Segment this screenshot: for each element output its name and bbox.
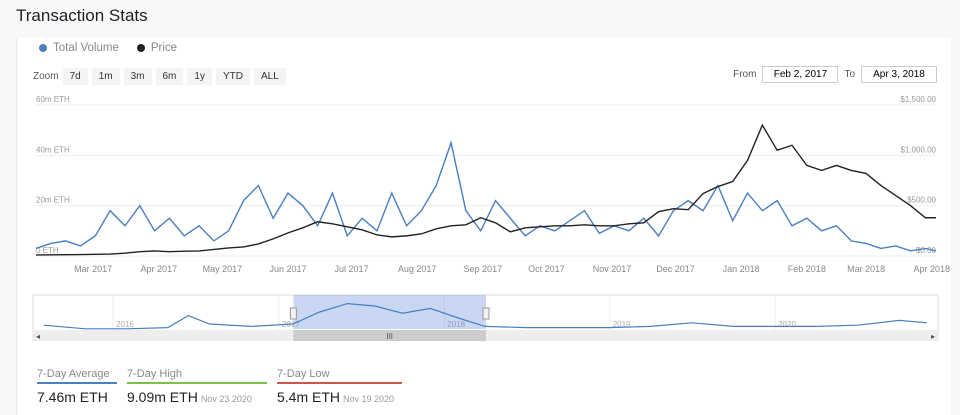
legend-label: Price <box>150 42 178 54</box>
zoom-1m-button[interactable]: 1m <box>91 68 120 85</box>
x-axis-tick: Nov 2017 <box>593 264 632 274</box>
x-axis-tick: May 2017 <box>203 264 243 274</box>
series-line-price <box>35 123 936 256</box>
circle-icon <box>39 43 47 52</box>
x-axis-tick: Mar 2017 <box>74 264 112 274</box>
x-axis-tick: Feb 2018 <box>788 264 826 274</box>
right-axis-tick: $1,000.00 <box>900 145 936 154</box>
x-axis-tick: Jan 2018 <box>723 264 760 274</box>
left-axis-tick: 20m ETH <box>36 196 70 205</box>
chart-svg: 0 ETH 20m ETH 40m ETH 60m ETH $0.00 $500.00 $1… <box>32 95 950 341</box>
x-axis-tick: Mar 2018 <box>847 264 885 274</box>
stat-label: 7-Day High <box>127 368 267 384</box>
stat-value: 9.09m ETH <box>127 389 198 405</box>
navigator-handle[interactable] <box>289 307 297 320</box>
legend-item-total-volume[interactable]: Total Volume <box>39 42 119 54</box>
x-axis-tick: Apr 2018 <box>913 264 950 274</box>
x-axis-tick: Apr 2017 <box>141 264 178 274</box>
from-label: From <box>733 69 757 80</box>
right-axis-tick: $500.00 <box>907 196 936 205</box>
navigator-year-label: 2020 <box>778 320 796 329</box>
date-range: From To <box>733 66 937 83</box>
stat-date: Nov 19 2020 <box>343 394 395 404</box>
navigator-year-label: 2019 <box>613 320 631 329</box>
stat-date: Nov 23 2020 <box>200 394 252 404</box>
navigator-line <box>43 302 927 330</box>
legend: Total Volume Price <box>39 42 177 54</box>
scroll-left-arrow-icon[interactable]: ◂ <box>36 332 40 341</box>
zoom-7d-button[interactable]: 7d <box>62 68 88 85</box>
x-axis-tick: Dec 2017 <box>656 264 695 274</box>
legend-label: Total Volume <box>53 42 119 54</box>
zoom-1y-button[interactable]: 1y <box>187 68 212 85</box>
zoom-ytd-button[interactable]: YTD <box>215 68 250 85</box>
scrollbar-thumb[interactable] <box>293 330 486 341</box>
left-axis-tick: 0 ETH <box>36 246 59 255</box>
legend-item-price[interactable]: Price <box>136 42 178 54</box>
x-axis-tick: Sep 2017 <box>464 264 503 274</box>
navigator-handle[interactable] <box>482 307 490 320</box>
stat-label: 7-Day Average <box>37 368 117 384</box>
x-axis-tick: Jun 2017 <box>269 264 306 274</box>
to-date-input[interactable] <box>861 66 937 83</box>
navigator-year-label: 2018 <box>447 320 465 329</box>
stat-7day-low: 7-Day Low 5.4m ETH Nov 19 2020 <box>277 368 402 405</box>
scroll-right-arrow-icon[interactable]: ▸ <box>931 332 935 341</box>
x-axis-tick: Jul 2017 <box>335 264 369 274</box>
circle-icon <box>136 43 145 52</box>
stat-value: 5.4m ETH <box>277 389 341 405</box>
from-date-input[interactable] <box>762 66 839 83</box>
left-axis-tick: 60m ETH <box>36 95 70 104</box>
series-line-total-volume <box>35 140 937 252</box>
zoom-label: Zoom <box>33 71 59 82</box>
page-title: Transaction Stats <box>16 6 148 25</box>
stat-label: 7-Day Low <box>277 368 402 384</box>
x-axis-tick: Aug 2017 <box>398 264 437 274</box>
x-axis-tick: Oct 2017 <box>528 264 565 274</box>
left-axis-tick: 40m ETH <box>36 145 70 154</box>
zoom-3m-button[interactable]: 3m <box>123 68 152 85</box>
navigator-selection <box>293 295 486 329</box>
right-axis-tick: $1,500.00 <box>900 95 936 104</box>
grip-icon: III <box>386 332 393 341</box>
to-label: To <box>844 69 855 80</box>
right-axis-tick: $0.00 <box>916 246 937 255</box>
stat-7day-average: 7-Day Average 7.46m ETH <box>37 368 117 405</box>
navigator-year-label: 2016 <box>116 320 134 329</box>
chart-card: Total Volume Price Zoom 7d 1m 3m 6m 1y Y… <box>16 38 951 415</box>
zoom-6m-button[interactable]: 6m <box>155 68 184 85</box>
zoom-all-button[interactable]: ALL <box>253 68 286 85</box>
stats-row: 7-Day Average 7.46m ETH 7-Day High 9.09m E… <box>37 368 402 405</box>
stat-7day-high: 7-Day High 9.09m ETH Nov 23 2020 <box>127 368 267 405</box>
zoom-controls: Zoom 7d 1m 3m 6m 1y YTD ALL <box>33 68 286 85</box>
stat-value: 7.46m ETH <box>37 389 108 405</box>
